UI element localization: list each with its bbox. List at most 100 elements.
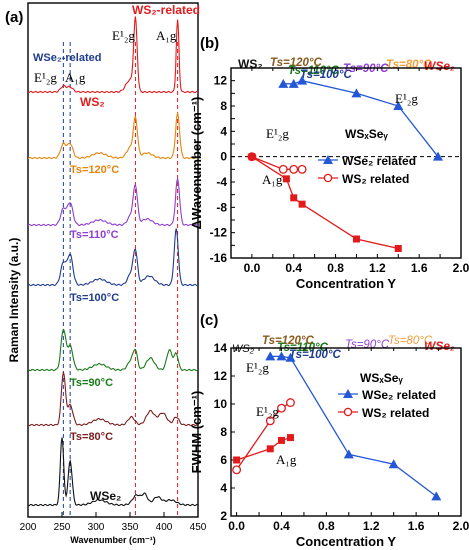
y-tick-label: 0 [220, 150, 227, 164]
x-axis-label: Concentration Y [296, 534, 396, 549]
series-line-2 [236, 436, 291, 461]
x-tick-label: 0.0 [244, 261, 261, 275]
compound-label-b: WSₓSeᵧ [345, 127, 388, 141]
data-point-circle [286, 398, 295, 408]
panel-a-x-label: Wavenumber (cm⁻¹) [70, 535, 155, 545]
panel-b-label: (b) [200, 35, 219, 52]
panel-a-y-label: Raman Intensity (a.u.) [7, 238, 21, 363]
e2g-left-label: E¹₂g [34, 70, 57, 85]
y-tick-label: 4 [220, 481, 227, 495]
spectrum-1 [27, 111, 199, 160]
spectrum-label-t80: Ts=80°C [70, 431, 113, 443]
series-line-0 [270, 355, 437, 497]
x-tick-label: 0.0 [228, 519, 245, 533]
panel-c: (c) WS₂ Ts=120°C Ts=110°C Ts=100°C Ts=90… [189, 312, 469, 549]
y-tick-label: 8 [220, 425, 227, 439]
data-point-triangle [297, 75, 308, 85]
data-point-circle [265, 416, 275, 426]
a1g-left-label: A₁g [65, 70, 86, 85]
data-point-square [248, 153, 256, 161]
data-point-square [394, 245, 402, 252]
panel-a-x-ticks: 200 250 300 350 400 450 [20, 512, 207, 533]
data-point-square [277, 436, 285, 444]
compound-label-c: WSₓSeᵧ [360, 371, 403, 385]
panel-c-series [232, 351, 442, 501]
data-point-circle [297, 164, 307, 174]
data-point-triangle [276, 351, 287, 361]
top-label-t80-c: Ts=80°C [388, 335, 433, 347]
e2g-right-label: E¹₂g [112, 28, 135, 43]
ws2-related-label: WS₂-related [132, 3, 200, 17]
panel-a: (a) 200 250 300 350 400 450 WS₂-related WSe₂-… [5, 2, 207, 545]
x-tick-label: 350 [122, 522, 139, 533]
e2g-label-blue: E¹₂g [395, 91, 418, 106]
y-tick-label: 2 [220, 509, 227, 523]
data-point-circle [278, 164, 288, 174]
legend-marker-circle [343, 407, 353, 417]
panel-b-legend: WSe₂ related WS₂ related [318, 154, 416, 186]
y-tick-label: -4 [216, 175, 227, 189]
data-point-triangle [388, 459, 399, 469]
panel-c-label: (c) [200, 312, 218, 329]
x-tick-label: 400 [156, 522, 173, 533]
e2g-label-top-c: E¹₂g [246, 360, 269, 375]
data-point-circle [289, 164, 299, 174]
data-point-square [352, 235, 360, 243]
top-label-t100-c: Ts=100°C [289, 349, 341, 361]
panel-b-series [247, 75, 443, 252]
e2g-label-red: E¹₂g [266, 126, 289, 141]
spectrum-0 [27, 16, 199, 94]
top-label-wse2-c: WSe₂ [424, 339, 455, 353]
reference-lines [62, 42, 179, 517]
legend-entry-ws2: WS₂ related [342, 172, 409, 186]
spectrum-label-t120: Ts=120°C [70, 164, 119, 176]
data-point-square [266, 445, 274, 453]
spectrum-3 [27, 228, 199, 287]
y-tick-label: 6 [220, 453, 227, 467]
data-point-square [233, 456, 241, 464]
data-point-triangle [343, 449, 354, 459]
x-tick-label: 1.6 [411, 261, 428, 275]
top-label-wse2: WSe₂ [424, 59, 455, 73]
y-tick-label: -16 [210, 251, 228, 265]
panel-a-frame [27, 2, 199, 518]
data-point-circle [277, 403, 286, 413]
a1g-right-label: A₁g [156, 28, 177, 43]
spectrum-label-t100: Ts=100°C [70, 292, 119, 304]
x-tick-label: 1.6 [408, 519, 425, 533]
panel-b-frame [230, 67, 462, 259]
y-tick-label: -8 [216, 200, 227, 214]
spectrum-label-t90: Ts=90°C [70, 377, 113, 389]
data-point-circle [232, 465, 242, 475]
raman-spectra [27, 16, 199, 507]
y-tick-label: 12 [214, 369, 228, 383]
x-tick-label: 1.2 [363, 519, 380, 533]
y-tick-label: 10 [214, 397, 228, 411]
y-axis-label: FWHM (cm⁻¹) [189, 391, 204, 474]
spectrum-label-wse2: WSe₂ [90, 489, 121, 503]
data-point-triangle [288, 78, 299, 88]
series-line-1 [236, 402, 291, 471]
panel-a-label: (a) [5, 9, 23, 26]
y-tick-label: 8 [220, 99, 227, 113]
data-point-triangle [433, 151, 443, 161]
x-tick-label: 2.0 [453, 261, 469, 275]
x-axis-label: Concentration Y [296, 276, 396, 291]
data-point-triangle [285, 352, 296, 362]
legend-marker-circle [323, 173, 333, 183]
y-tick-label: 4 [220, 124, 227, 138]
y-tick-label: -12 [210, 226, 228, 240]
data-point-triangle [393, 101, 404, 110]
spectrum-5 [27, 370, 199, 427]
data-point-square [298, 200, 306, 208]
legend-entry-wse2: WSe₂ related [362, 388, 436, 402]
panel-b-axes: 0.0 0.4 0.8 1.2 1.6 2.0 -16 -12 -8 -4 0 4 8 12 Concent… [189, 67, 469, 291]
top-label-ws2: WS₂ [238, 57, 263, 71]
data-point-triangle [278, 78, 289, 88]
data-point-triangle [431, 491, 442, 501]
e2g-label-c: E¹₂g [256, 404, 279, 419]
x-tick-label: 2.0 [453, 519, 469, 533]
top-label-t120-c: Ts=120°C [262, 335, 314, 347]
spectrum-4 [27, 328, 199, 372]
